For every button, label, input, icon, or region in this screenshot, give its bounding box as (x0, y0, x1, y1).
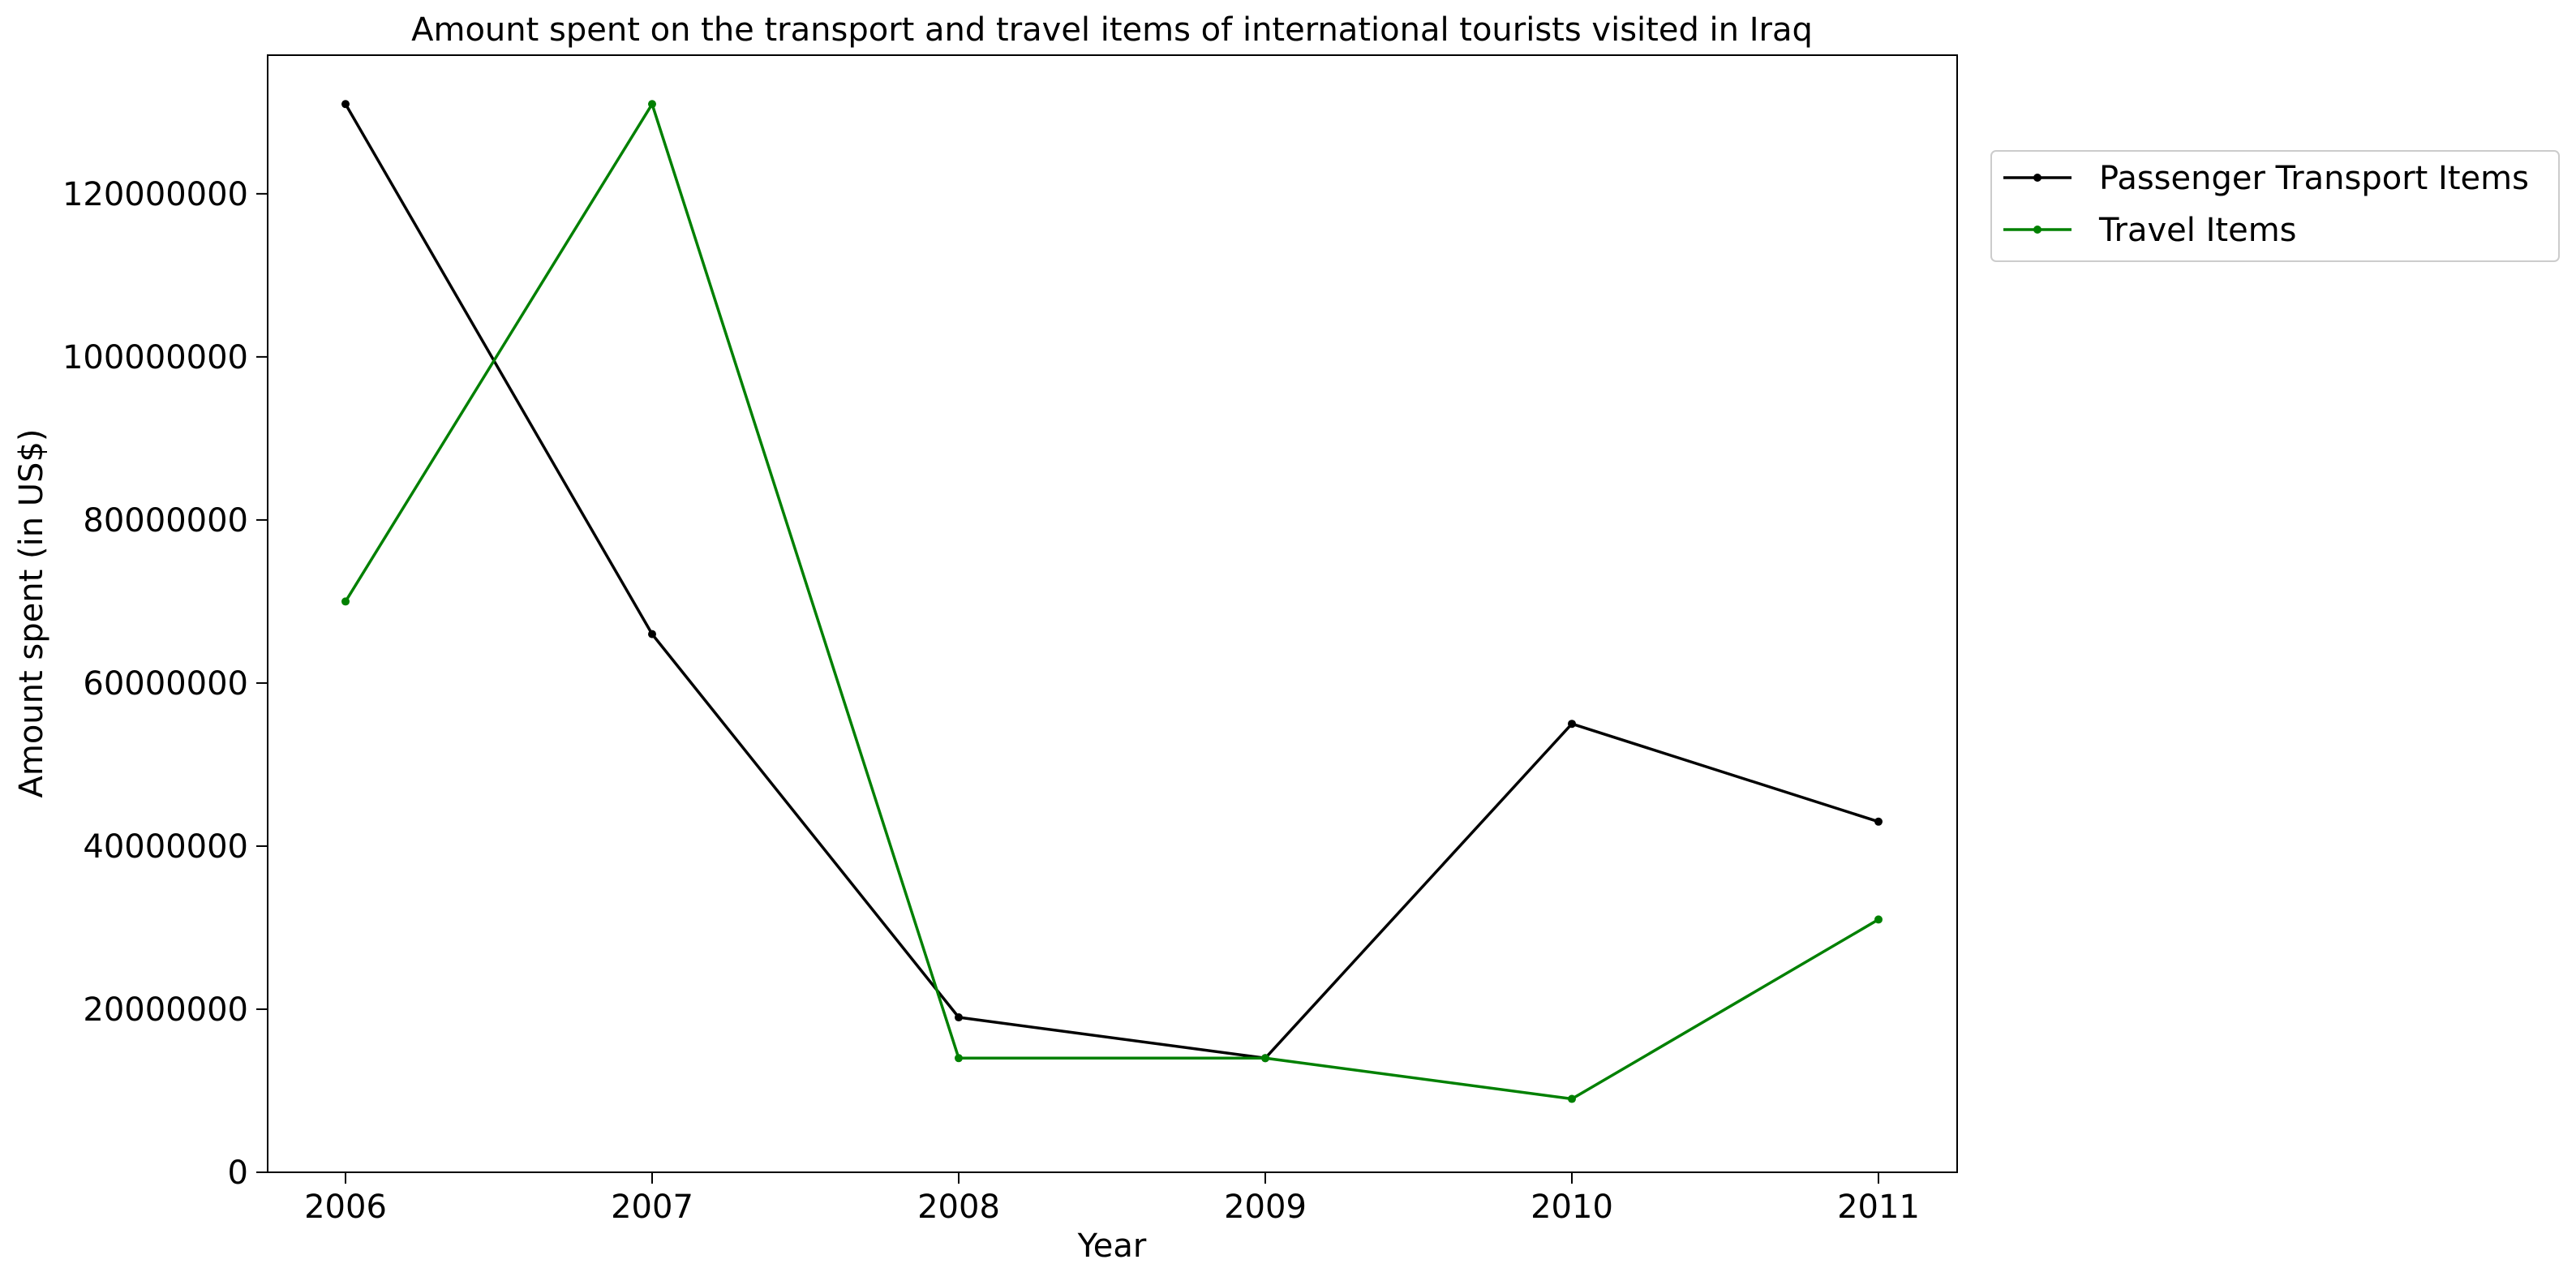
plot-area (267, 54, 1958, 1173)
data-point-travel-items (1261, 1054, 1269, 1063)
x-axis-label: Year (1077, 1227, 1147, 1265)
data-point-travel-items (1568, 1094, 1576, 1103)
y-axis-label: Amount spent (in US$) (13, 429, 50, 798)
y-tick-label: 20000000 (83, 991, 248, 1029)
y-tick-label: 60000000 (83, 665, 248, 703)
data-point-passenger-transport-items (1568, 720, 1576, 729)
data-point-travel-items (341, 597, 350, 606)
x-axis: 2006 2007 2008 2009 2010 2011 (304, 1172, 1920, 1226)
y-tick-label: 100000000 (62, 339, 248, 376)
x-tick-label: 2011 (1837, 1189, 1920, 1226)
series-line-passenger-transport-items (344, 103, 1879, 1060)
x-tick-label: 2008 (917, 1189, 1000, 1226)
data-point-passenger-transport-items (1874, 817, 1883, 826)
legend-label-travel-items: Travel Items (2098, 212, 2297, 249)
y-tick-label: 0 (228, 1154, 248, 1192)
y-axis: 0 20000000 40000000 60000000 80000000 1000000… (62, 176, 268, 1192)
legend-marker-travel-items (2033, 226, 2041, 234)
x-tick-label: 2007 (611, 1189, 693, 1226)
series-layer (341, 100, 1883, 1103)
data-point-passenger-transport-items (648, 630, 656, 638)
legend-label-passenger-transport-items: Passenger Transport Items (2099, 160, 2529, 197)
data-point-travel-items (1874, 915, 1883, 924)
x-tick-label: 2010 (1531, 1189, 1613, 1226)
data-point-passenger-transport-items (955, 1013, 963, 1022)
data-point-travel-items (955, 1054, 963, 1063)
y-tick-label: 120000000 (62, 176, 248, 213)
legend: Passenger Transport Items Travel Items (1990, 150, 2560, 262)
plot-frame (267, 54, 1958, 1173)
legend-marker-passenger-transport-items (2033, 174, 2041, 182)
x-tick-label: 2009 (1224, 1189, 1307, 1226)
x-tick-label: 2006 (304, 1189, 387, 1226)
data-point-travel-items (648, 100, 656, 109)
series-line-travel-items (344, 102, 1879, 1101)
y-tick-label: 80000000 (83, 502, 248, 539)
legend-frame (1990, 150, 2560, 262)
data-point-passenger-transport-items (341, 100, 350, 109)
y-tick-label: 40000000 (83, 828, 248, 866)
chart-title: Amount spent on the transport and travel… (411, 11, 1813, 49)
